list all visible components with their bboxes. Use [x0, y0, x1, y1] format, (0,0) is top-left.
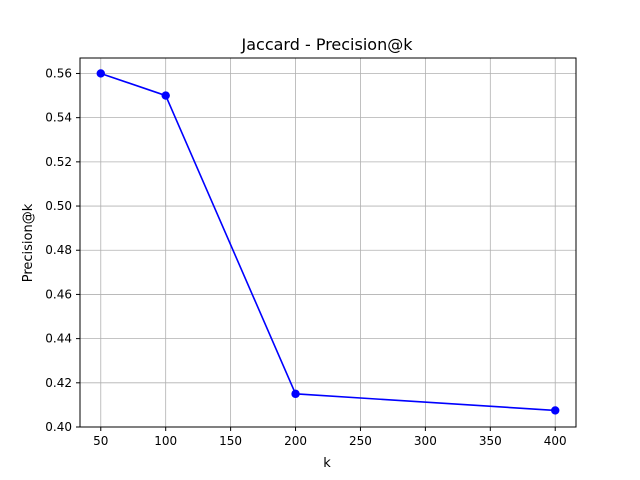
data-point	[161, 91, 170, 100]
x-tick-label: 50	[93, 434, 108, 448]
y-tick-label: 0.50	[45, 199, 72, 213]
x-tick-label: 300	[414, 434, 437, 448]
x-tick-label: 100	[154, 434, 177, 448]
grid	[80, 58, 576, 428]
x-tick-label: 350	[479, 434, 502, 448]
x-tick-label: 400	[544, 434, 567, 448]
x-axis-ticks: 50 100 150 200 250 300 350 400	[93, 427, 567, 448]
y-tick-label: 0.54	[45, 111, 72, 125]
y-tick-label: 0.42	[45, 376, 72, 390]
x-tick-label: 200	[284, 434, 307, 448]
x-axis-label: k	[323, 456, 331, 471]
chart-title: Jaccard - Precision@k	[241, 35, 414, 54]
series-line	[100, 72, 556, 412]
y-axis-ticks: 0.40 0.42 0.44 0.46 0.48 0.50 0.52 0.54 0.56	[45, 66, 80, 434]
data-point	[551, 406, 560, 415]
plot-frame	[79, 57, 577, 428]
x-tick-label: 250	[349, 434, 372, 448]
y-tick-label: 0.44	[45, 332, 72, 346]
y-tick-label: 0.46	[45, 287, 72, 301]
data-point	[291, 389, 300, 399]
y-tick-label: 0.40	[45, 420, 72, 434]
y-tick-label: 0.52	[45, 155, 72, 169]
y-tick-label: 0.56	[45, 66, 72, 80]
y-tick-label: 0.48	[45, 243, 72, 257]
x-tick-label: 150	[219, 434, 242, 448]
y-axis-label: Precision@k	[21, 203, 36, 282]
series-layer	[96, 69, 560, 415]
data-point	[96, 69, 105, 78]
